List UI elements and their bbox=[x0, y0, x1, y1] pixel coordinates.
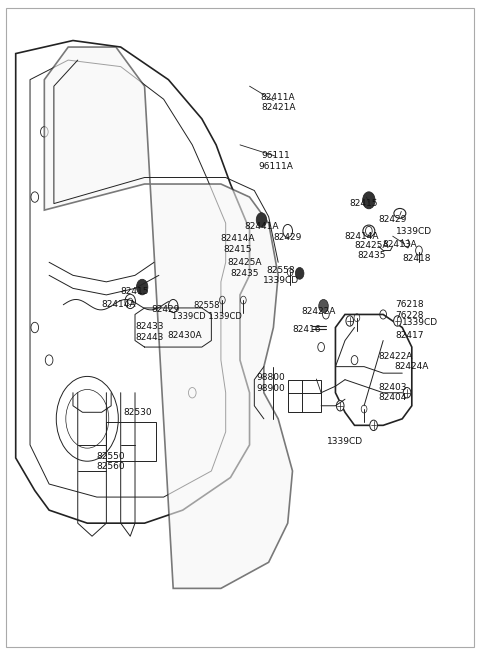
Text: 1339CD: 1339CD bbox=[396, 227, 432, 236]
Circle shape bbox=[319, 299, 328, 312]
Text: 82530: 82530 bbox=[123, 408, 152, 417]
Text: 1339CD: 1339CD bbox=[402, 318, 438, 327]
Text: 98800
98900: 98800 98900 bbox=[257, 373, 286, 392]
Text: 82415: 82415 bbox=[121, 287, 149, 296]
Text: 82422A: 82422A bbox=[301, 307, 336, 316]
Text: 82429: 82429 bbox=[152, 305, 180, 314]
Text: 82430A: 82430A bbox=[168, 331, 203, 341]
Text: 82425A
82435: 82425A 82435 bbox=[228, 259, 262, 278]
Circle shape bbox=[370, 420, 377, 430]
Text: 76218
76228: 76218 76228 bbox=[395, 300, 424, 320]
Text: 82417: 82417 bbox=[395, 331, 424, 341]
Text: 82414A
82415: 82414A 82415 bbox=[220, 234, 255, 253]
Text: 82550
82560: 82550 82560 bbox=[97, 451, 125, 471]
Text: 82429: 82429 bbox=[274, 233, 302, 242]
Text: 82441A: 82441A bbox=[244, 222, 279, 231]
Circle shape bbox=[295, 267, 304, 279]
Text: 82429: 82429 bbox=[379, 215, 407, 225]
Text: 82414A: 82414A bbox=[101, 300, 135, 309]
Text: 82425A
82435: 82425A 82435 bbox=[354, 241, 388, 260]
Text: 82418: 82418 bbox=[402, 254, 431, 263]
Circle shape bbox=[403, 388, 411, 398]
Text: 82413A: 82413A bbox=[383, 240, 417, 249]
Text: 82558
1339CD 1339CD: 82558 1339CD 1339CD bbox=[172, 301, 241, 321]
Circle shape bbox=[256, 213, 267, 227]
Circle shape bbox=[336, 401, 344, 411]
Circle shape bbox=[136, 279, 148, 295]
Text: 96111
96111A: 96111 96111A bbox=[258, 151, 293, 171]
Text: 82416: 82416 bbox=[293, 325, 321, 334]
Text: 1339CD: 1339CD bbox=[327, 437, 363, 446]
Circle shape bbox=[394, 316, 401, 326]
Text: 82558
1339CD: 82558 1339CD bbox=[263, 266, 299, 285]
Text: 82424A: 82424A bbox=[395, 362, 429, 371]
Text: 82403
82404: 82403 82404 bbox=[378, 383, 407, 402]
Text: 82415: 82415 bbox=[350, 199, 378, 208]
Circle shape bbox=[346, 316, 354, 326]
Text: 82433
82443: 82433 82443 bbox=[135, 322, 164, 342]
Polygon shape bbox=[44, 47, 292, 588]
Circle shape bbox=[363, 192, 375, 209]
Text: 82411A
82421A: 82411A 82421A bbox=[261, 93, 296, 112]
Text: 82414A: 82414A bbox=[345, 232, 379, 240]
Text: 82422A: 82422A bbox=[378, 352, 412, 362]
